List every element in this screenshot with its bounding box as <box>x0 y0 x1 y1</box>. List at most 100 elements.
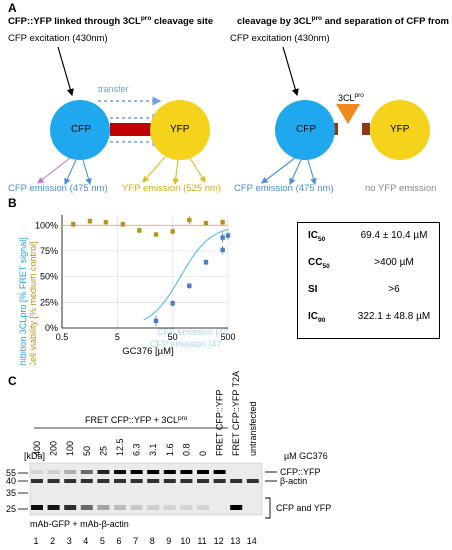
y-axis-label-right: Cell viability [% medium control] <box>28 241 38 365</box>
right-excitation-arrow <box>282 46 299 97</box>
right-yfp-label: YFP <box>390 124 410 135</box>
right-cfp-circle <box>275 100 335 160</box>
concentration-label: 400 <box>32 441 42 456</box>
extra-lane-label: untransfected <box>248 401 258 456</box>
band-cfp-yfp <box>114 505 126 510</box>
band-cfp-yfp <box>97 505 110 510</box>
viability-point <box>170 229 175 234</box>
band-actin <box>147 479 160 483</box>
table-row: SI >6 <box>308 284 400 295</box>
table-row: IC50 69.4 ± 10.4 µM <box>308 230 428 243</box>
x-tick-label: 5 <box>115 332 120 342</box>
lane-number: 9 <box>166 536 171 546</box>
transfer-label: transfer <box>98 84 129 94</box>
band-label-actin: β-actin <box>280 476 307 486</box>
lane-number: 6 <box>116 536 121 546</box>
protease-label: 3CLpro <box>338 92 364 103</box>
band-label-cfpyfp: CFP::YFP <box>280 467 321 477</box>
band-cfp-yfp <box>31 505 43 510</box>
right-excitation-label: CFP excitation (430nm) <box>230 33 330 44</box>
viability-point <box>87 218 93 224</box>
band-actin <box>163 479 176 483</box>
band-cfpyfp <box>97 470 110 474</box>
band-actin <box>180 479 193 483</box>
band-actin <box>31 479 43 483</box>
viability-point <box>71 222 76 227</box>
chart-axes: 0% 25% 50% 75% 100% 0.5 5 50 500 <box>35 215 236 342</box>
inhibition-point <box>170 301 175 306</box>
band-cfpyfp <box>163 470 176 474</box>
concentration-label: 200 <box>49 441 59 456</box>
viability-point <box>103 219 109 225</box>
band-cfp-yfp <box>163 505 176 510</box>
y-tick-label: 0% <box>45 323 58 333</box>
concentration-label: 6.3 <box>132 443 142 456</box>
panel-b-label: B <box>8 196 17 210</box>
extra-lane-label: FRET CFP::YFP T2A <box>231 371 241 456</box>
x-tick-label: 500 <box>220 332 235 342</box>
band-cfpyfp <box>180 470 193 474</box>
no-yfp-emission-label: no YFP emission <box>365 183 437 194</box>
band-cfpyfp <box>114 470 126 474</box>
band-label-cfp-yfp: CFP and YFP <box>276 503 331 513</box>
band-actin <box>97 479 110 483</box>
band-cfpyfp <box>31 470 43 474</box>
inhibition-point <box>220 235 225 240</box>
marker-label: 55 <box>6 468 16 478</box>
band-cfp-yfp <box>64 505 77 510</box>
concentration-label: 25 <box>98 446 108 456</box>
band-cfp-yfp <box>47 505 60 510</box>
lane-number: 11 <box>197 536 206 546</box>
y-tick-label: 75% <box>40 246 58 256</box>
y-tick-label: 50% <box>40 272 58 282</box>
table-row: IC90 322.1 ± 48.8 µM <box>308 311 431 324</box>
marker-label: 25 <box>6 504 16 514</box>
fit-curve <box>143 228 229 321</box>
inhibition-point <box>153 318 159 324</box>
left-linker <box>110 123 152 136</box>
inhibition-point <box>220 247 225 253</box>
x-tick-label: 50 <box>168 332 178 342</box>
table-row: CC50 >400 µM <box>308 257 414 270</box>
x-tick-label: 0.5 <box>56 332 69 342</box>
inhibition-point <box>203 260 209 265</box>
panel-c-label: C <box>8 374 17 388</box>
band-cfpyfp <box>213 470 226 474</box>
band-actin <box>47 479 60 483</box>
marker-label: 35 <box>6 488 16 498</box>
lane-number: 14 <box>247 536 257 546</box>
y-axis-label-left: Inhibition 3CLpro [% FRET signal] <box>18 237 28 365</box>
band-cfp-yfp <box>197 505 209 510</box>
panel-c-blot: FRET CFP::YFP + 3CLpro 400 200 100 50 25 12.5… <box>6 371 331 546</box>
band-actin <box>197 479 209 483</box>
lane-number: 3 <box>67 536 72 546</box>
group-label: FRET CFP::YFP + 3CLpro <box>85 415 188 425</box>
viability-point <box>220 219 225 225</box>
blot-bands <box>31 470 259 510</box>
right-cfp-emission-label: CFP emission (475 nm) <box>234 183 334 194</box>
panel-a-right-title: cleavage by 3CLpro and separation of CFP… <box>237 15 452 28</box>
concentration-label: 3.1 <box>148 443 158 456</box>
y-tick-label: 100% <box>35 220 58 230</box>
left-yfp-emission-label: YFP emission (525 nm) <box>122 183 222 194</box>
left-cfp-circle <box>50 100 110 160</box>
band-actin <box>213 479 226 483</box>
lane-numbers: 1 2 3 4 5 6 7 8 9 10 11 12 13 14 <box>33 536 256 546</box>
viability-point <box>187 217 192 223</box>
marker-label: 40 <box>6 476 16 486</box>
lane-number: 2 <box>50 536 55 546</box>
panel-a-schematic <box>37 46 430 186</box>
right-cleaved-stub-right <box>362 123 370 135</box>
concentration-labels: 400 200 100 50 25 12.5 6.3 3.1 1.6 0.8 0 <box>32 438 208 456</box>
chart-grid <box>61 215 229 329</box>
concentration-label: 12.5 <box>115 438 125 456</box>
concentration-label: 1.6 <box>165 443 175 456</box>
inhibition-point <box>225 233 231 238</box>
left-yfp-circle <box>150 100 210 160</box>
viability-point <box>137 228 142 233</box>
lane-number: 13 <box>230 536 240 546</box>
left-excitation-arrow <box>57 46 74 97</box>
band-cfpyfp <box>80 470 93 474</box>
band-cfpyfp <box>130 470 143 474</box>
concentration-label: 100 <box>65 441 75 456</box>
